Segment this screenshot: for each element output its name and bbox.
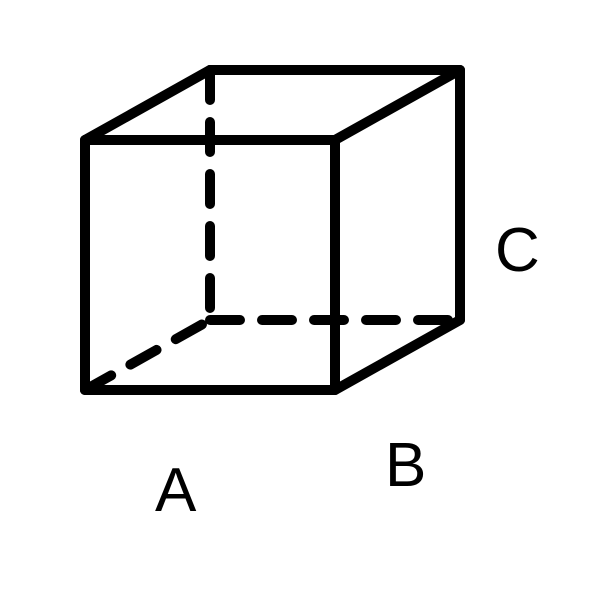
axis-label-b: B bbox=[385, 430, 426, 501]
axis-label-c: C bbox=[495, 215, 540, 286]
cube-diagram: A B C bbox=[0, 0, 600, 600]
cube-wireframe-svg bbox=[0, 0, 600, 600]
axis-label-a: A bbox=[155, 455, 196, 526]
